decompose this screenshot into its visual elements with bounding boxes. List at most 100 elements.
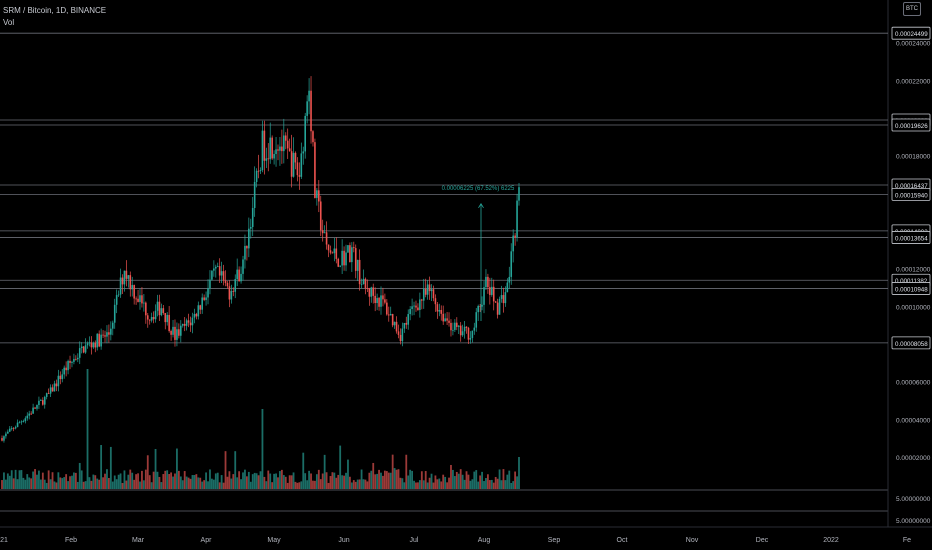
time-axis[interactable]: 21 Feb Mar Apr May Jun Jul Aug Sep Oct Nov Dec 2022 F… [0,537,911,544]
volume-bar [434,475,437,489]
symbol-title[interactable]: SRM / Bitcoin, 1D, BINANCE [3,6,107,15]
candle-body [244,245,246,260]
volume-bar [387,472,390,489]
candle-body [380,295,382,307]
volume-bar [55,482,58,489]
volume-tick-label: 5.00000000 [896,496,931,503]
volume-bar [415,482,417,489]
candle-body [304,115,307,152]
candle-body [20,421,23,423]
volume-bar [113,475,116,489]
candle-body [331,252,334,254]
volume-bar [275,473,277,489]
volume-bar [349,476,351,489]
candle-body [170,331,172,335]
volume-bar [232,474,235,489]
measure-tool: 0.00006225 (67.52%) 6225 [442,186,515,321]
candle-body [321,230,324,234]
volume-bar [22,477,25,489]
candle-body [53,383,56,392]
candle-body [479,305,481,307]
volume-bar [502,469,505,489]
volume-bar [395,469,398,489]
volume-bar [53,481,56,489]
volume-bar [339,445,342,489]
volume-bar [179,476,182,489]
candle-body [465,326,468,328]
candle-body [349,245,351,263]
candle-body [516,200,518,238]
volume-bar [366,481,369,489]
candle-body [154,310,157,320]
volume-bar [298,482,301,489]
volume-bar [125,480,128,489]
candle-body [428,284,431,292]
candle-body [1,438,3,441]
candle-body [372,287,375,296]
volume-bar [67,481,69,489]
candle-body [123,270,126,285]
candle-body [73,358,75,362]
candle-body [292,152,295,177]
volume-bar [335,477,338,489]
volume-bar [176,448,178,489]
volume-bar [57,472,60,489]
candle-body [419,299,421,310]
candle-body [485,276,487,288]
volume-bar [420,471,423,489]
volume-bar [341,475,344,489]
volume-bar [436,479,439,489]
currency-badge[interactable]: BTC [903,2,921,16]
candle-body [55,383,58,387]
volume-bar [98,479,101,489]
candle-body [249,226,252,229]
volume-bar [504,480,507,489]
price-axis[interactable]: 0.00024000 0.00022000 0.00018000 0.00012000… [891,26,931,525]
candle-body [100,334,102,347]
candle-body [22,421,25,422]
candle-body [172,326,174,335]
volume-bar [152,471,155,489]
candle-body [279,146,281,151]
candle-body [358,259,361,285]
volume-bar [142,480,145,489]
candle-body [333,248,336,254]
candle-body [446,318,448,321]
candle-body [403,322,406,329]
volume-bar [8,475,11,489]
candle-body [57,375,60,387]
volume-bar [104,473,106,489]
candle-body [514,235,516,238]
candle-body [185,320,188,326]
level-label-box [891,187,931,201]
volume-indicator-label[interactable]: Vol [3,18,15,27]
volume-bar [209,469,211,489]
candle-body [141,295,143,304]
x-tick-label: Jul [410,537,419,544]
volume-bar [479,475,482,489]
candle-body [306,101,308,116]
candle-body [125,270,128,279]
candle-body [415,305,417,308]
level-label: 0.00016437 [895,183,928,190]
volume-bar [473,471,476,489]
candle-body [386,302,388,315]
volume-bar [487,474,489,489]
volume-bar [475,470,478,489]
volume-bar [109,446,112,489]
candle-body [259,170,262,171]
candle-body [242,259,244,274]
volume-bar [244,469,246,489]
volume-bar [236,477,239,489]
candle-body [10,428,13,430]
volume-bar [174,473,176,489]
candle-body [160,308,163,316]
candle-body [506,282,509,293]
candle-body [174,326,176,340]
candle-body [469,337,472,340]
volume-bar [156,471,159,489]
candle-body [490,286,493,295]
candle-body [366,288,369,290]
candle-body [492,286,495,302]
